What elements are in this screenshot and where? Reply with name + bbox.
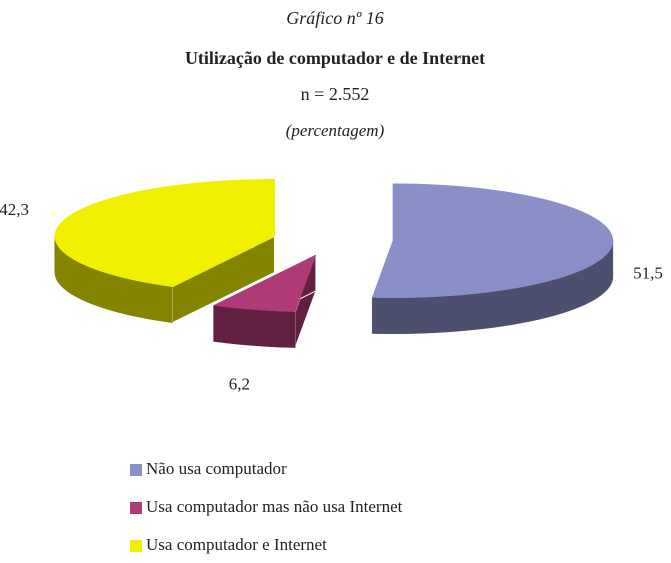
legend-swatch (130, 540, 142, 552)
slice (54, 179, 275, 287)
legend-label: Usa computador e Internet (146, 535, 327, 554)
data-label: 51,5 (633, 263, 663, 282)
legend-label: Usa computador mas não usa Internet (146, 497, 403, 516)
legend-label: Não usa computador (146, 459, 287, 478)
slice (212, 254, 317, 312)
slice (371, 183, 614, 298)
chart-title: Utilização de computador e de Internet (185, 48, 485, 68)
sample-size: n = 2.552 (301, 84, 370, 104)
data-label: 42,3 (0, 200, 29, 219)
unit-label: (percentagem) (286, 121, 385, 140)
chart-subtitle: Gráfico nº 16 (286, 8, 384, 28)
legend-swatch (130, 464, 142, 476)
slice-wall (213, 305, 296, 348)
data-label: 6,2 (229, 374, 250, 393)
legend-swatch (130, 502, 142, 514)
